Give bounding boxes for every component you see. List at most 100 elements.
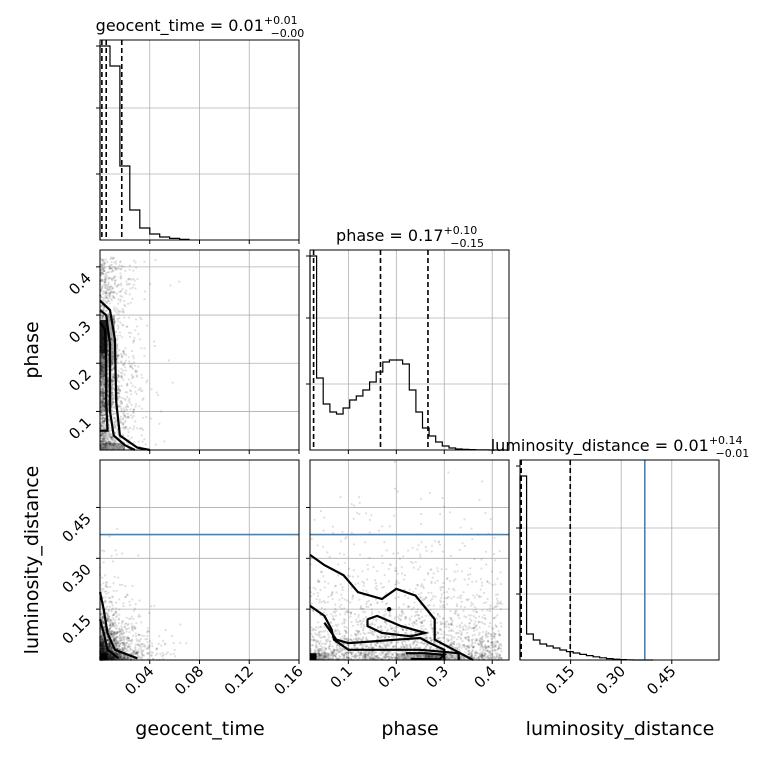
scatter-point — [119, 276, 122, 279]
scatter-point — [135, 622, 138, 625]
scatter-point — [100, 280, 103, 283]
scatter-point — [107, 440, 110, 443]
scatter-point — [102, 413, 105, 416]
scatter-point — [134, 261, 137, 264]
scatter-point — [460, 605, 463, 608]
scatter-point — [130, 638, 134, 641]
scatter-point — [107, 591, 110, 594]
scatter-point — [126, 443, 130, 446]
scatter-point — [121, 295, 124, 298]
scatter-point — [115, 553, 118, 556]
scatter-point — [458, 626, 461, 629]
scatter-point — [319, 625, 322, 628]
scatter-point — [443, 505, 446, 508]
scatter-point — [387, 580, 390, 583]
scatter-point — [134, 420, 137, 423]
scatter-point — [129, 426, 132, 430]
scatter-point — [118, 331, 121, 334]
scatter-point — [100, 417, 103, 420]
scatter-point — [451, 656, 454, 659]
scatter-point — [103, 363, 106, 366]
scatter-point — [100, 357, 103, 360]
scatter-point — [349, 638, 352, 641]
scatter-point — [455, 603, 458, 606]
scatter-point — [104, 291, 107, 294]
scatter-point — [108, 295, 111, 298]
density-cell — [425, 653, 445, 660]
scatter-point — [101, 390, 105, 393]
scatter-point — [109, 444, 112, 447]
scatter-point — [109, 285, 113, 288]
scatter-point — [496, 593, 499, 596]
scatter-point — [478, 626, 481, 629]
scatter-point — [116, 347, 119, 350]
scatter-point — [499, 622, 502, 625]
scatter-point — [120, 361, 123, 364]
scatter-point — [123, 427, 126, 430]
scatter-point — [310, 632, 313, 635]
scatter-point — [106, 349, 110, 352]
scatter-point — [102, 284, 106, 287]
scatter-point — [122, 418, 125, 421]
scatter-point — [127, 415, 130, 418]
scatter-point — [108, 605, 111, 608]
scatter-point — [400, 572, 404, 575]
scatter-point — [436, 579, 439, 582]
scatter-point — [114, 549, 117, 552]
scatter-point — [117, 283, 121, 286]
scatter-point — [140, 373, 143, 376]
scatter-point — [103, 434, 106, 438]
scatter-point — [101, 349, 104, 352]
scatter-point — [100, 401, 103, 404]
scatter-point — [326, 551, 329, 554]
scatter-point — [130, 622, 133, 626]
scatter-point — [111, 356, 114, 359]
scatter-point — [121, 310, 124, 313]
scatter-point — [102, 439, 105, 442]
scatter-point — [107, 447, 110, 450]
scatter-point — [123, 644, 126, 647]
scatter-point — [102, 378, 105, 381]
scatter-point — [155, 647, 159, 650]
scatter-point — [481, 609, 484, 612]
scatter-point — [406, 655, 410, 658]
scatter-point — [116, 642, 120, 645]
scatter-point — [109, 585, 112, 589]
scatter-point — [432, 611, 435, 614]
scatter-point — [110, 359, 113, 362]
scatter-point — [352, 569, 355, 572]
scatter-point — [416, 548, 419, 551]
scatter-point — [103, 405, 106, 408]
scatter-point — [100, 437, 103, 440]
scatter-point — [102, 446, 105, 449]
scatter-point — [126, 408, 129, 411]
scatter-point — [107, 395, 110, 398]
scatter-point — [102, 258, 105, 261]
scatter-point — [146, 647, 149, 650]
scatter-point — [124, 415, 127, 418]
scatter-point — [469, 604, 473, 607]
scatter-point — [111, 380, 114, 383]
scatter-point — [127, 431, 130, 434]
scatter-point — [124, 269, 127, 272]
scatter-point — [147, 611, 151, 614]
scatter-point — [420, 615, 423, 619]
scatter-point — [118, 436, 121, 439]
scatter-point — [113, 416, 116, 419]
scatter-point — [366, 578, 369, 581]
scatter-point — [166, 651, 169, 654]
scatter-point — [120, 637, 124, 640]
scatter-point — [463, 657, 466, 660]
scatter-point — [114, 279, 117, 282]
scatter-point — [126, 639, 129, 643]
scatter-point — [443, 597, 446, 600]
scatter-point — [126, 325, 129, 328]
scatter-point — [127, 378, 130, 381]
scatter-point — [463, 606, 466, 609]
scatter-point — [121, 409, 124, 412]
scatter-point — [112, 291, 115, 295]
scatter-point — [102, 423, 105, 426]
scatter-point — [116, 373, 120, 376]
scatter-point — [141, 656, 144, 659]
scatter-point — [456, 625, 459, 628]
